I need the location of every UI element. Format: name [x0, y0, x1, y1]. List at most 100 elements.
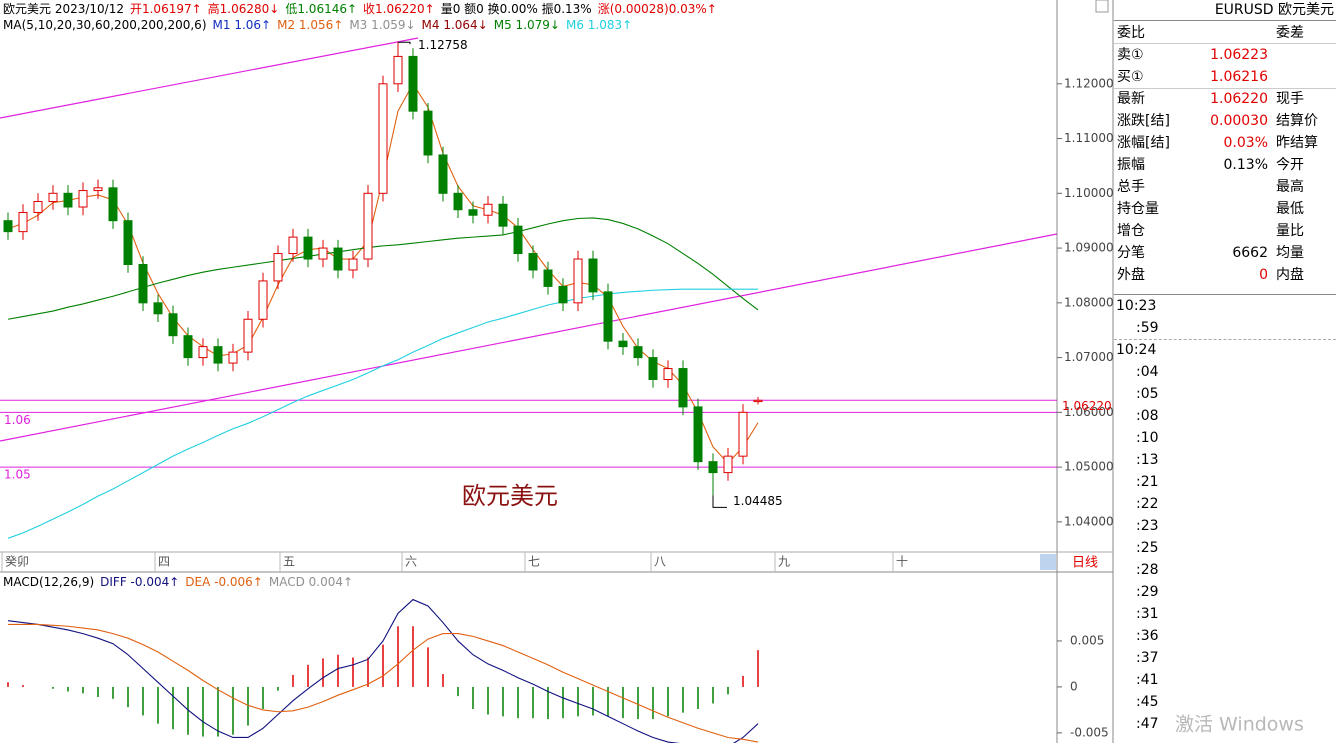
tick-time: :37: [1136, 650, 1159, 666]
quote-row: 卖① 1.06223: [1114, 44, 1336, 66]
candle-body: [648, 357, 658, 381]
quote-value: 6662: [1232, 245, 1268, 261]
candle-body: [423, 110, 433, 156]
candle-body: [708, 461, 718, 474]
x-tick-label: 癸卯: [5, 555, 29, 569]
quote-row: 最新 1.06220 现手: [1114, 88, 1336, 110]
tick-time: :21: [1136, 474, 1159, 490]
tick-time: :22: [1136, 496, 1159, 512]
quote-value: 1.06220: [1210, 91, 1268, 107]
quote-label: 外盘: [1117, 267, 1145, 283]
header-item: MACD(12,26,9): [3, 575, 95, 589]
high-marker: [398, 41, 411, 45]
tick-time: :29: [1136, 584, 1159, 600]
header-item: 开1.06197↑: [129, 2, 202, 16]
header-item: M6 1.083↑: [565, 18, 633, 32]
candle-body: [663, 368, 673, 380]
y-tick-label: 1.08000: [1064, 295, 1114, 309]
y-tick-label: 1.06000: [1064, 405, 1114, 419]
header-item: 涨(0.00028)0.03%↑: [597, 2, 717, 16]
divider: [1114, 43, 1336, 44]
quote-label: 最高: [1276, 179, 1304, 195]
quote-label: 最低: [1276, 201, 1304, 217]
quote-value: 1.06216: [1210, 69, 1268, 85]
quote-row: 买① 1.06216: [1114, 66, 1336, 88]
x-tick-label: 八: [654, 555, 666, 569]
low-label: 1.04485: [733, 494, 783, 508]
high-label: 1.12758: [418, 38, 468, 52]
candle-body: [558, 285, 568, 304]
quote-label: 委比: [1117, 25, 1145, 41]
y-tick-label: 0: [1070, 679, 1078, 693]
period-tab[interactable]: 日线: [1072, 556, 1098, 571]
level-label: 1.06: [4, 413, 31, 427]
candle-body: [588, 258, 598, 293]
divider: [1114, 88, 1336, 89]
candle-body: [258, 280, 268, 320]
header-item: 低1.06146↑: [285, 2, 358, 16]
candle-body: [153, 302, 163, 315]
tick-time: :08: [1136, 408, 1159, 424]
quote-label: 涨幅[结]: [1117, 135, 1170, 151]
x-tick-label: 四: [158, 555, 170, 569]
quote-row: 分笔 6662 均量: [1114, 242, 1336, 264]
candle-body: [288, 236, 298, 255]
x-tick-label: 六: [405, 555, 417, 569]
x-tick-label: 十: [896, 555, 908, 569]
header-item: M5 1.079↓: [493, 18, 560, 32]
candle-body: [693, 406, 703, 463]
quote-value: 0.03%: [1223, 135, 1268, 151]
quote-label: 结算价: [1276, 113, 1318, 129]
quote-label: 现手: [1276, 91, 1304, 107]
quote-row: 振幅 0.13% 今开: [1114, 154, 1336, 176]
tick-time: :10: [1136, 430, 1159, 446]
tick-time: :36: [1136, 628, 1159, 644]
quote-label: 买①: [1117, 69, 1144, 85]
scroll-box[interactable]: [1040, 554, 1056, 570]
candle-body: [513, 225, 523, 255]
quote-row: 涨幅[结] 0.03% 昨结算: [1114, 132, 1336, 154]
y-tick-label: 1.09000: [1064, 241, 1114, 255]
quote-label: 持仓量: [1117, 201, 1159, 217]
candle-body: [753, 399, 763, 403]
x-tick-label: 九: [778, 555, 790, 569]
candle-body: [528, 253, 538, 271]
candle-body: [243, 318, 253, 353]
trend-line: [0, 37, 419, 119]
quote-value: 0.13%: [1223, 157, 1268, 173]
header-item: M1 1.06↑: [212, 18, 272, 32]
quote-title: EURUSD 欧元美元: [1214, 2, 1334, 18]
header-item: DIFF -0.004↑: [100, 575, 180, 589]
dea-line: [8, 623, 759, 743]
x-tick-label: 五: [283, 555, 295, 569]
tick-time: :31: [1136, 606, 1159, 622]
candle-body: [453, 192, 463, 211]
quote-label: 卖①: [1117, 47, 1144, 63]
header-item: M4 1.064↓: [421, 18, 488, 32]
candle-body: [378, 83, 388, 194]
trend-line: [0, 233, 1057, 442]
candle-body: [678, 368, 688, 408]
candle-body: [213, 346, 223, 364]
y-tick-label: -0.005: [1070, 725, 1109, 739]
quote-label: 委差: [1276, 25, 1304, 41]
tick-time: :59: [1136, 320, 1159, 336]
y-tick-label: 1.11000: [1064, 131, 1114, 145]
candle-body: [393, 55, 403, 85]
candle-body: [138, 264, 148, 304]
candle-body: [48, 192, 58, 203]
candle-body: [93, 187, 103, 192]
level-label: 1.05: [4, 468, 31, 482]
candle-body: [348, 258, 358, 271]
icon-box[interactable]: [1095, 0, 1109, 13]
candle-body: [3, 220, 13, 233]
candle-body: [333, 247, 343, 271]
divider: [1114, 339, 1336, 340]
tick-time: 10:23: [1116, 298, 1157, 314]
quote-row: 总手 最高: [1114, 176, 1336, 198]
header-item: 高1.06280↓: [207, 2, 280, 16]
quote-row: 外盘 0 内盘: [1114, 264, 1336, 286]
quote-value: 0.00030: [1210, 113, 1268, 129]
candle-body: [498, 203, 508, 227]
